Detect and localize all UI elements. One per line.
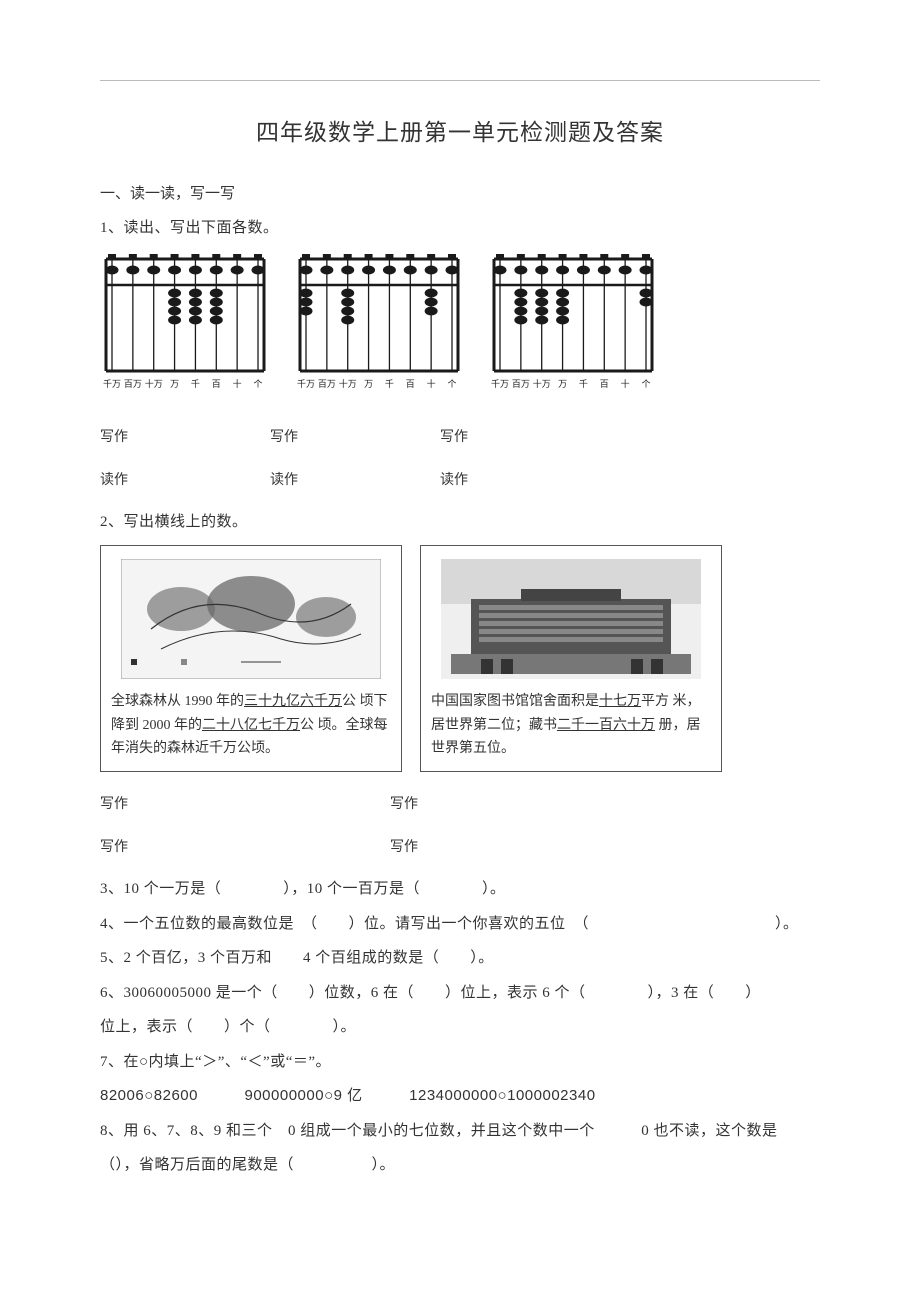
picture-cards-row: 全球森林从 1990 年的三十九亿六千万公 顷下降到 2000 年的二十八亿七千… [100,545,820,772]
library-image [431,554,711,684]
svg-text:百万: 百万 [124,379,142,389]
svg-text:十万: 十万 [533,378,551,389]
svg-text:个: 个 [641,379,650,389]
card-library: 中国国家图书馆馆舍面积是十七万平方 米，居世界第二位；藏书二千一百六十万 册，居… [420,545,722,772]
q2-write-2: 写作 [390,792,820,819]
q4: 4、一个五位数的最高数位是 （ ）位。请写出一个你喜欢的五位 （ ）。 [100,910,820,939]
read-label-2: 读作 [270,468,440,495]
abacus-row: 千万百万十万万千百十个 千万百万十万万千百十个 千万百万十万万千百十个 [100,253,820,404]
card-forest: 全球森林从 1990 年的三十九亿六千万公 顷下降到 2000 年的二十八亿七千… [100,545,402,772]
svg-text:千: 千 [579,379,588,389]
abacus-2: 千万百万十万万 千 百 十 个 [294,253,464,404]
card2-u2: 二千一百六十万 [557,718,655,733]
q2-write-row2: 写作 写作 [100,827,820,870]
q2-write-1: 写作 [100,792,390,819]
card2-t1b: 平方 [641,694,669,709]
card1-u1: 三十九亿六千万 [244,694,342,709]
page-title: 四年级数学上册第一单元检测题及答案 [100,111,820,155]
top-rule [100,80,820,81]
read-label-1: 读作 [100,468,270,495]
q1-answer-row-read: 读作 读作 读作 [100,460,820,503]
q3: 3、10 个一万是（ ），10 个一百万是（ ）。 [100,875,820,904]
q2-write-row1: 写作 写作 [100,784,820,827]
svg-text:十: 十 [427,378,436,389]
write-label-3: 写作 [440,425,610,452]
svg-text:个: 个 [253,379,262,389]
section-1-heading: 一、读一读，写一写 [100,180,820,209]
q8-line1: 8、用 6、7、8、9 和三个 0 组成一个最小的七位数，并且这个数中一个 0 … [100,1117,820,1146]
svg-text:万: 万 [364,379,373,389]
q2-label: 2、写出横线上的数。 [100,508,820,537]
abacus-1: 千万百万十万万 千 百 十 个 [100,253,270,404]
abacus-3: 千万百万十万万 千 百 十 个 [488,253,658,404]
q7: 7、在○内填上“＞”、“＜”或“＝”。 [100,1048,820,1077]
q8-line2: （），省略万后面的尾数是（ ）。 [100,1151,820,1180]
svg-text:十: 十 [233,378,242,389]
q1-answer-row-write: 写作 写作 写作 [100,417,820,460]
card2-u1: 十七万 [599,694,641,709]
svg-text:百万: 百万 [512,379,530,389]
svg-text:千: 千 [191,379,200,389]
svg-text:十万: 十万 [339,378,357,389]
svg-text:百万: 百万 [318,379,336,389]
read-label-3: 读作 [440,468,610,495]
q1-label: 1、读出、写出下面各数。 [100,214,820,243]
q6-line2: 位上，表示（ ）个（ ）。 [100,1013,820,1042]
q7-items: 82006○82600 900000000○9 亿 1234000000○100… [100,1082,820,1111]
svg-text:千: 千 [385,379,394,389]
svg-text:万: 万 [558,379,567,389]
card2-text: 中国国家图书馆馆舍面积是十七万平方 米，居世界第二位；藏书二千一百六十万 册，居… [431,690,711,761]
svg-text:百: 百 [406,379,415,389]
svg-text:万: 万 [170,379,179,389]
q2-write-4: 写作 [390,835,820,862]
write-label-2: 写作 [270,425,440,452]
card2-t1: 中国国家图书馆馆舍面积是 [431,694,599,709]
world-map-image [111,554,391,684]
card1-text: 全球森林从 1990 年的三十九亿六千万公 顷下降到 2000 年的二十八亿七千… [111,690,391,761]
write-label-1: 写作 [100,425,270,452]
card1-t2b: 公 [300,718,314,733]
svg-text:百: 百 [212,379,221,389]
q6-line1: 6、30060005000 是一个（ ）位数，6 在（ ）位上，表示 6 个（ … [100,979,820,1008]
svg-text:个: 个 [447,379,456,389]
q5: 5、2 个百亿，3 个百万和 4 个百组成的数是（ ）。 [100,944,820,973]
card1-u2: 二十八亿七千万 [202,718,300,733]
card1-t1: 全球森林从 1990 年的 [111,694,244,709]
svg-text:十万: 十万 [145,378,163,389]
svg-text:十: 十 [621,378,630,389]
svg-text:千万: 千万 [297,379,315,389]
svg-text:千万: 千万 [103,379,121,389]
q2-write-3: 写作 [100,835,390,862]
svg-text:百: 百 [600,379,609,389]
page: 四年级数学上册第一单元检测题及答案 一、读一读，写一写 1、读出、写出下面各数。… [0,0,920,1246]
svg-text:千万: 千万 [491,379,509,389]
card1-t1b: 公 [342,694,356,709]
